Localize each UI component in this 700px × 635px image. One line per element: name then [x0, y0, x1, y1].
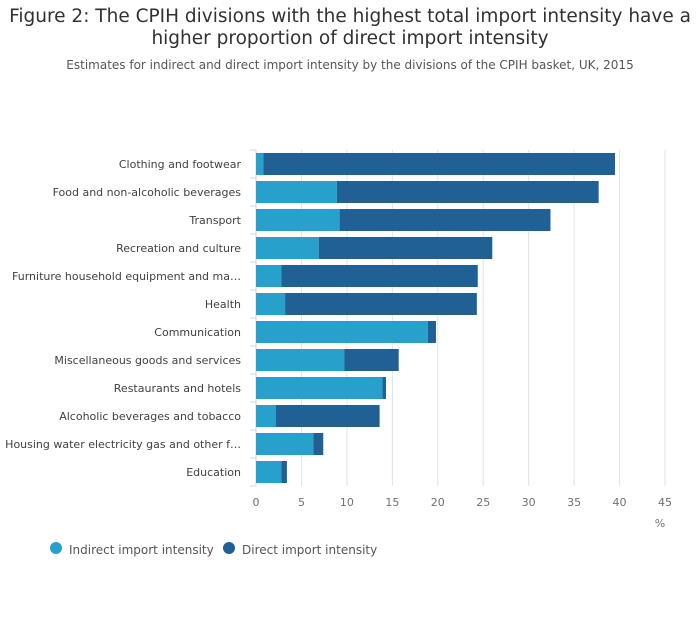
- x-tick-label: 5: [298, 496, 305, 509]
- bar-direct: [427, 321, 436, 343]
- bar-direct: [263, 153, 616, 175]
- bar-direct: [275, 405, 380, 427]
- x-tick-label: 35: [567, 496, 581, 509]
- x-tick-label: 45: [658, 496, 672, 509]
- category-label: Restaurants and hotels: [114, 382, 241, 395]
- category-label: Communication: [154, 326, 241, 339]
- category-label: Transport: [188, 214, 241, 227]
- chart-title: Figure 2: The CPIH divisions with the hi…: [9, 6, 691, 49]
- bar-direct: [339, 209, 551, 231]
- bar-indirect: [256, 237, 319, 259]
- legend-marker: [223, 542, 235, 554]
- category-label: Clothing and footwear: [119, 158, 242, 171]
- category-label: Housing water electricity gas and other …: [5, 438, 241, 451]
- category-label: Food and non-alcoholic beverages: [53, 186, 242, 199]
- category-label: Alcoholic beverages and tobacco: [59, 410, 241, 423]
- legend-label: Indirect import intensity: [69, 543, 214, 557]
- bar-direct: [318, 237, 493, 259]
- x-tick-label: 20: [431, 496, 445, 509]
- category-label: Furniture household equipment and ma…: [12, 270, 241, 283]
- bar-direct: [285, 293, 477, 315]
- bar-direct: [281, 461, 287, 483]
- bar-indirect: [256, 181, 337, 203]
- bar-indirect: [256, 433, 314, 455]
- x-tick-label: 15: [385, 496, 399, 509]
- x-tick-label: 10: [340, 496, 354, 509]
- x-tick-label: 25: [476, 496, 490, 509]
- bar-indirect: [256, 349, 345, 371]
- x-tick-label: 30: [522, 496, 536, 509]
- bar-indirect: [256, 293, 286, 315]
- bar-direct: [336, 181, 599, 203]
- x-axis-label: %: [655, 517, 665, 530]
- bar-direct: [313, 433, 324, 455]
- bar-indirect: [256, 461, 282, 483]
- bar-indirect: [256, 265, 282, 287]
- bar-indirect: [256, 377, 383, 399]
- category-label: Recreation and culture: [116, 242, 241, 255]
- legend-marker: [50, 542, 62, 554]
- bar-indirect: [256, 321, 428, 343]
- bar-direct: [382, 377, 386, 399]
- x-tick-label: 0: [253, 496, 260, 509]
- chart-subtitle: Estimates for indirect and direct import…: [66, 58, 634, 72]
- x-tick-label: 40: [613, 496, 627, 509]
- category-label: Miscellaneous goods and services: [54, 354, 241, 367]
- bar-indirect: [256, 153, 264, 175]
- bar-direct: [344, 349, 399, 371]
- category-label: Health: [205, 298, 241, 311]
- bar-indirect: [256, 209, 340, 231]
- bar-indirect: [256, 405, 276, 427]
- bar-direct: [281, 265, 478, 287]
- category-label: Education: [186, 466, 241, 479]
- legend-label: Direct import intensity: [242, 543, 377, 557]
